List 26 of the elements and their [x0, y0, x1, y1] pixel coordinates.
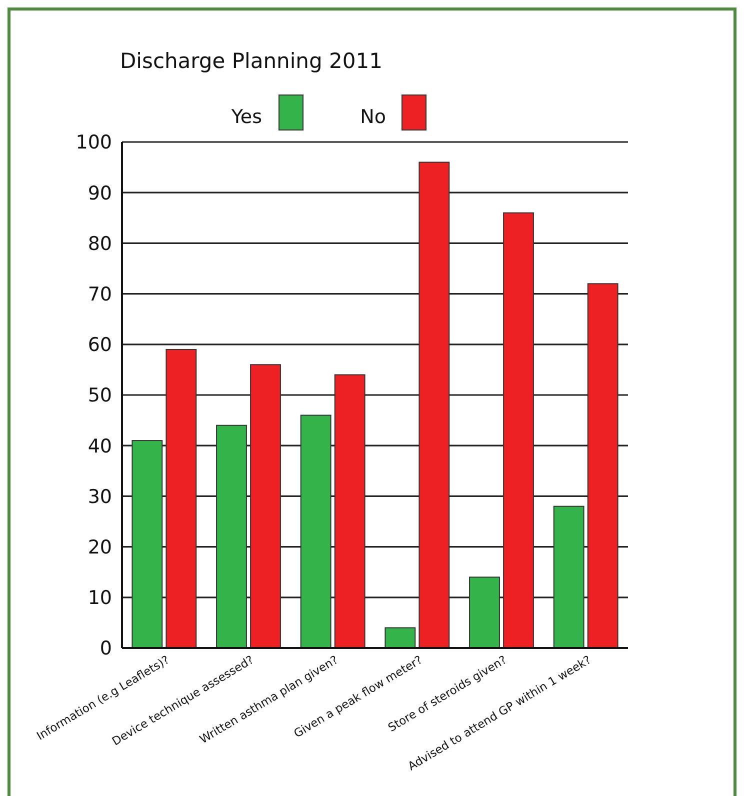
y-tick-label: 60: [88, 334, 112, 356]
bar: [553, 506, 584, 648]
chart-title: Discharge Planning 2011: [120, 49, 382, 73]
bar: [250, 364, 281, 648]
bar: [300, 414, 332, 648]
y-tick-label: 10: [88, 587, 112, 610]
y-tick-label: 70: [88, 283, 112, 306]
bar: [587, 283, 618, 648]
bar: [503, 212, 534, 648]
y-tick-label: 20: [88, 536, 112, 558]
bar: [216, 424, 247, 648]
legend-label: Yes: [230, 106, 262, 128]
bar: [166, 348, 197, 648]
y-tick-label: 90: [88, 182, 112, 204]
y-tick-label: 0: [100, 638, 112, 660]
bar: [469, 576, 500, 648]
bar: [132, 440, 163, 648]
bar: [384, 627, 416, 648]
bar: [418, 162, 450, 648]
y-tick-label: 100: [76, 132, 112, 154]
y-tick-label: 40: [88, 435, 112, 458]
y-tick-label: 50: [88, 384, 112, 407]
y-tick-label: 80: [88, 232, 112, 255]
y-tick-label: 30: [88, 486, 112, 508]
legend-label: No: [360, 106, 386, 128]
bar: [334, 374, 366, 648]
